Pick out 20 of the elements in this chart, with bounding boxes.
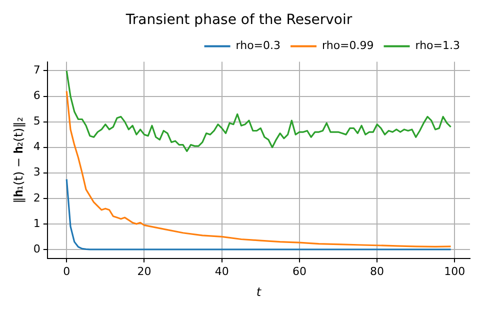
x-tick-label: 100 (444, 264, 466, 278)
x-axis-title: t (256, 284, 262, 299)
y-tick-label: 0 (33, 242, 40, 256)
x-tick-label: 20 (137, 264, 152, 278)
chart-title: Transient phase of the Reservoir (124, 12, 352, 28)
x-tick-label: 40 (214, 264, 229, 278)
legend-label: rho=0.99 (322, 39, 374, 52)
y-tick-label: 3 (33, 166, 40, 179)
legend-label: rho=1.3 (415, 39, 460, 52)
x-tick-label: 80 (370, 264, 384, 278)
y-axis-title: ‖𝐡₁(t) − 𝐡₂(t)‖₂ (11, 116, 26, 204)
y-tick-label: 2 (33, 191, 40, 204)
y-tick-label: 4 (33, 140, 40, 154)
legend-label: rho=0.3 (236, 39, 281, 52)
y-tick-label: 5 (33, 114, 40, 128)
y-tick-label: 1 (33, 216, 40, 230)
x-tick-label: 0 (63, 264, 70, 278)
y-tick-label: 7 (33, 64, 40, 77)
x-tick-label: 60 (292, 264, 306, 278)
y-tick-label: 6 (33, 89, 40, 102)
